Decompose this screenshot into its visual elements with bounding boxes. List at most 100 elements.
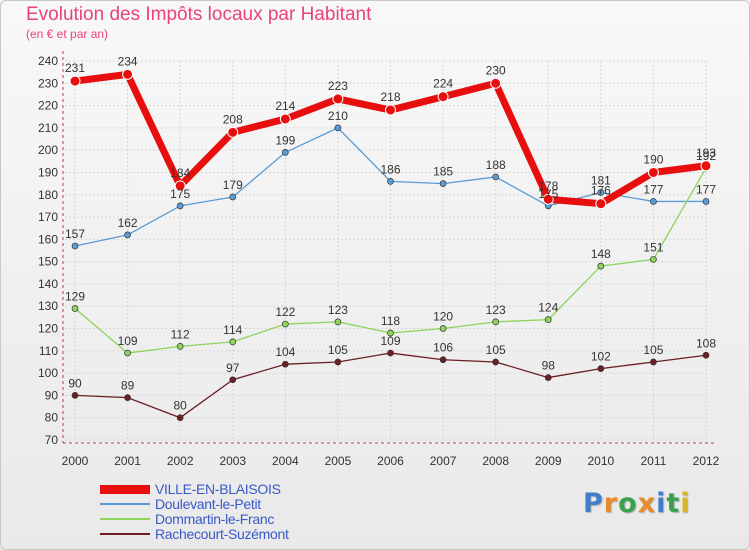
legend-swatch: [100, 484, 150, 494]
data-label: 175: [170, 187, 190, 201]
data-point: [544, 316, 552, 323]
data-label: 109: [380, 334, 400, 348]
data-point: [647, 166, 659, 178]
data-label: 188: [486, 158, 506, 172]
data-label: 210: [328, 109, 348, 123]
data-label-layer: 157 162 175 179 199 210 186 185 188 175 181 177 177 1…: [65, 54, 716, 412]
data-point: [597, 365, 605, 373]
series-rachecourt-suz-mont: [71, 349, 710, 422]
series-ville-en-blaisois: [69, 68, 712, 210]
data-point: [439, 356, 447, 364]
data-point: [281, 360, 289, 368]
y-tick-label: 70: [45, 433, 59, 447]
data-label: 176: [591, 184, 611, 198]
data-label: 177: [643, 182, 663, 196]
data-label: 118: [381, 314, 400, 328]
legend-swatch: [100, 518, 150, 520]
data-point: [492, 358, 500, 366]
data-label: 98: [542, 359, 556, 373]
x-tick-label: 2010: [587, 454, 614, 468]
y-tick-label: 200: [38, 143, 58, 157]
data-label: 109: [118, 334, 138, 348]
data-point: [229, 376, 237, 384]
data-point: [229, 193, 237, 201]
y-tick-label: 130: [38, 299, 58, 313]
data-label: 148: [591, 247, 611, 261]
y-tick-label: 80: [45, 411, 59, 425]
data-label: 185: [433, 165, 453, 179]
data-point: [439, 325, 447, 332]
data-label: 157: [65, 227, 85, 241]
data-point: [650, 198, 657, 205]
y-tick-label: 150: [38, 255, 58, 269]
data-point: [71, 305, 79, 312]
legend-label: Doulevant-le-Petit: [155, 496, 261, 512]
data-label: 129: [65, 289, 85, 303]
axis-layer: 7080901001101201301401501601701801902002…: [38, 51, 720, 468]
x-tick-label: 2008: [482, 454, 509, 468]
data-label: 123: [486, 303, 506, 317]
data-point: [387, 349, 394, 357]
y-tick-label: 170: [38, 210, 58, 224]
data-label: 231: [65, 61, 85, 75]
data-label: 162: [118, 216, 138, 230]
data-point: [597, 189, 605, 196]
legend-label: Dommartin-le-Franc: [155, 511, 275, 527]
logo-letter: x: [637, 488, 657, 519]
data-label: 179: [223, 178, 243, 192]
x-tick-label: 2006: [377, 454, 404, 468]
logo-letter: i: [656, 488, 667, 519]
y-tick-label: 180: [38, 188, 58, 202]
data-label: 106: [433, 341, 453, 355]
data-point: [650, 358, 657, 366]
data-label: 105: [328, 343, 348, 357]
data-point: [492, 173, 500, 181]
data-label: 177: [696, 182, 716, 196]
data-label: 112: [171, 327, 190, 341]
data-label: 122: [275, 305, 295, 319]
y-tick-label: 210: [38, 121, 58, 135]
data-label: 104: [275, 345, 295, 359]
data-label: 184: [170, 166, 190, 180]
data-point: [334, 358, 342, 366]
y-tick-label: 230: [38, 76, 58, 90]
data-point: [176, 414, 184, 422]
logo-letter: r: [603, 488, 619, 519]
data-point: [124, 231, 131, 239]
data-label: 178: [538, 179, 558, 193]
data-label: 80: [173, 399, 187, 413]
legend-label: Rachecourt-Suzémont: [155, 526, 289, 542]
data-label: 90: [68, 376, 82, 390]
y-tick-label: 160: [38, 232, 58, 246]
data-point: [279, 113, 291, 125]
x-tick-label: 2012: [693, 454, 720, 468]
data-point: [387, 329, 394, 337]
data-point: [439, 180, 447, 187]
data-point: [544, 374, 552, 381]
data-point: [597, 262, 605, 270]
logo-letter: P: [583, 488, 604, 519]
data-point: [124, 349, 131, 357]
data-label: 218: [380, 90, 400, 104]
x-tick-label: 2003: [219, 454, 246, 468]
series-layer: [69, 68, 712, 422]
y-tick-label: 140: [38, 277, 58, 291]
x-tick-label: 2011: [641, 454, 667, 468]
data-label: 208: [223, 112, 243, 126]
y-tick-label: 90: [45, 388, 59, 402]
data-point: [176, 343, 184, 350]
logo-letter: o: [618, 488, 638, 519]
data-label: 186: [380, 162, 400, 176]
data-point: [229, 338, 237, 346]
y-tick-label: 240: [38, 54, 58, 68]
data-point: [492, 318, 500, 326]
data-label: 97: [226, 361, 240, 375]
data-point: [702, 198, 710, 205]
data-label: 214: [275, 99, 295, 113]
data-label: 193: [696, 146, 716, 160]
y-tick-label: 220: [38, 99, 58, 113]
x-tick-label: 2007: [430, 454, 457, 468]
data-label: 223: [328, 79, 348, 93]
data-label: 199: [275, 133, 295, 147]
x-tick-label: 2002: [167, 454, 194, 468]
